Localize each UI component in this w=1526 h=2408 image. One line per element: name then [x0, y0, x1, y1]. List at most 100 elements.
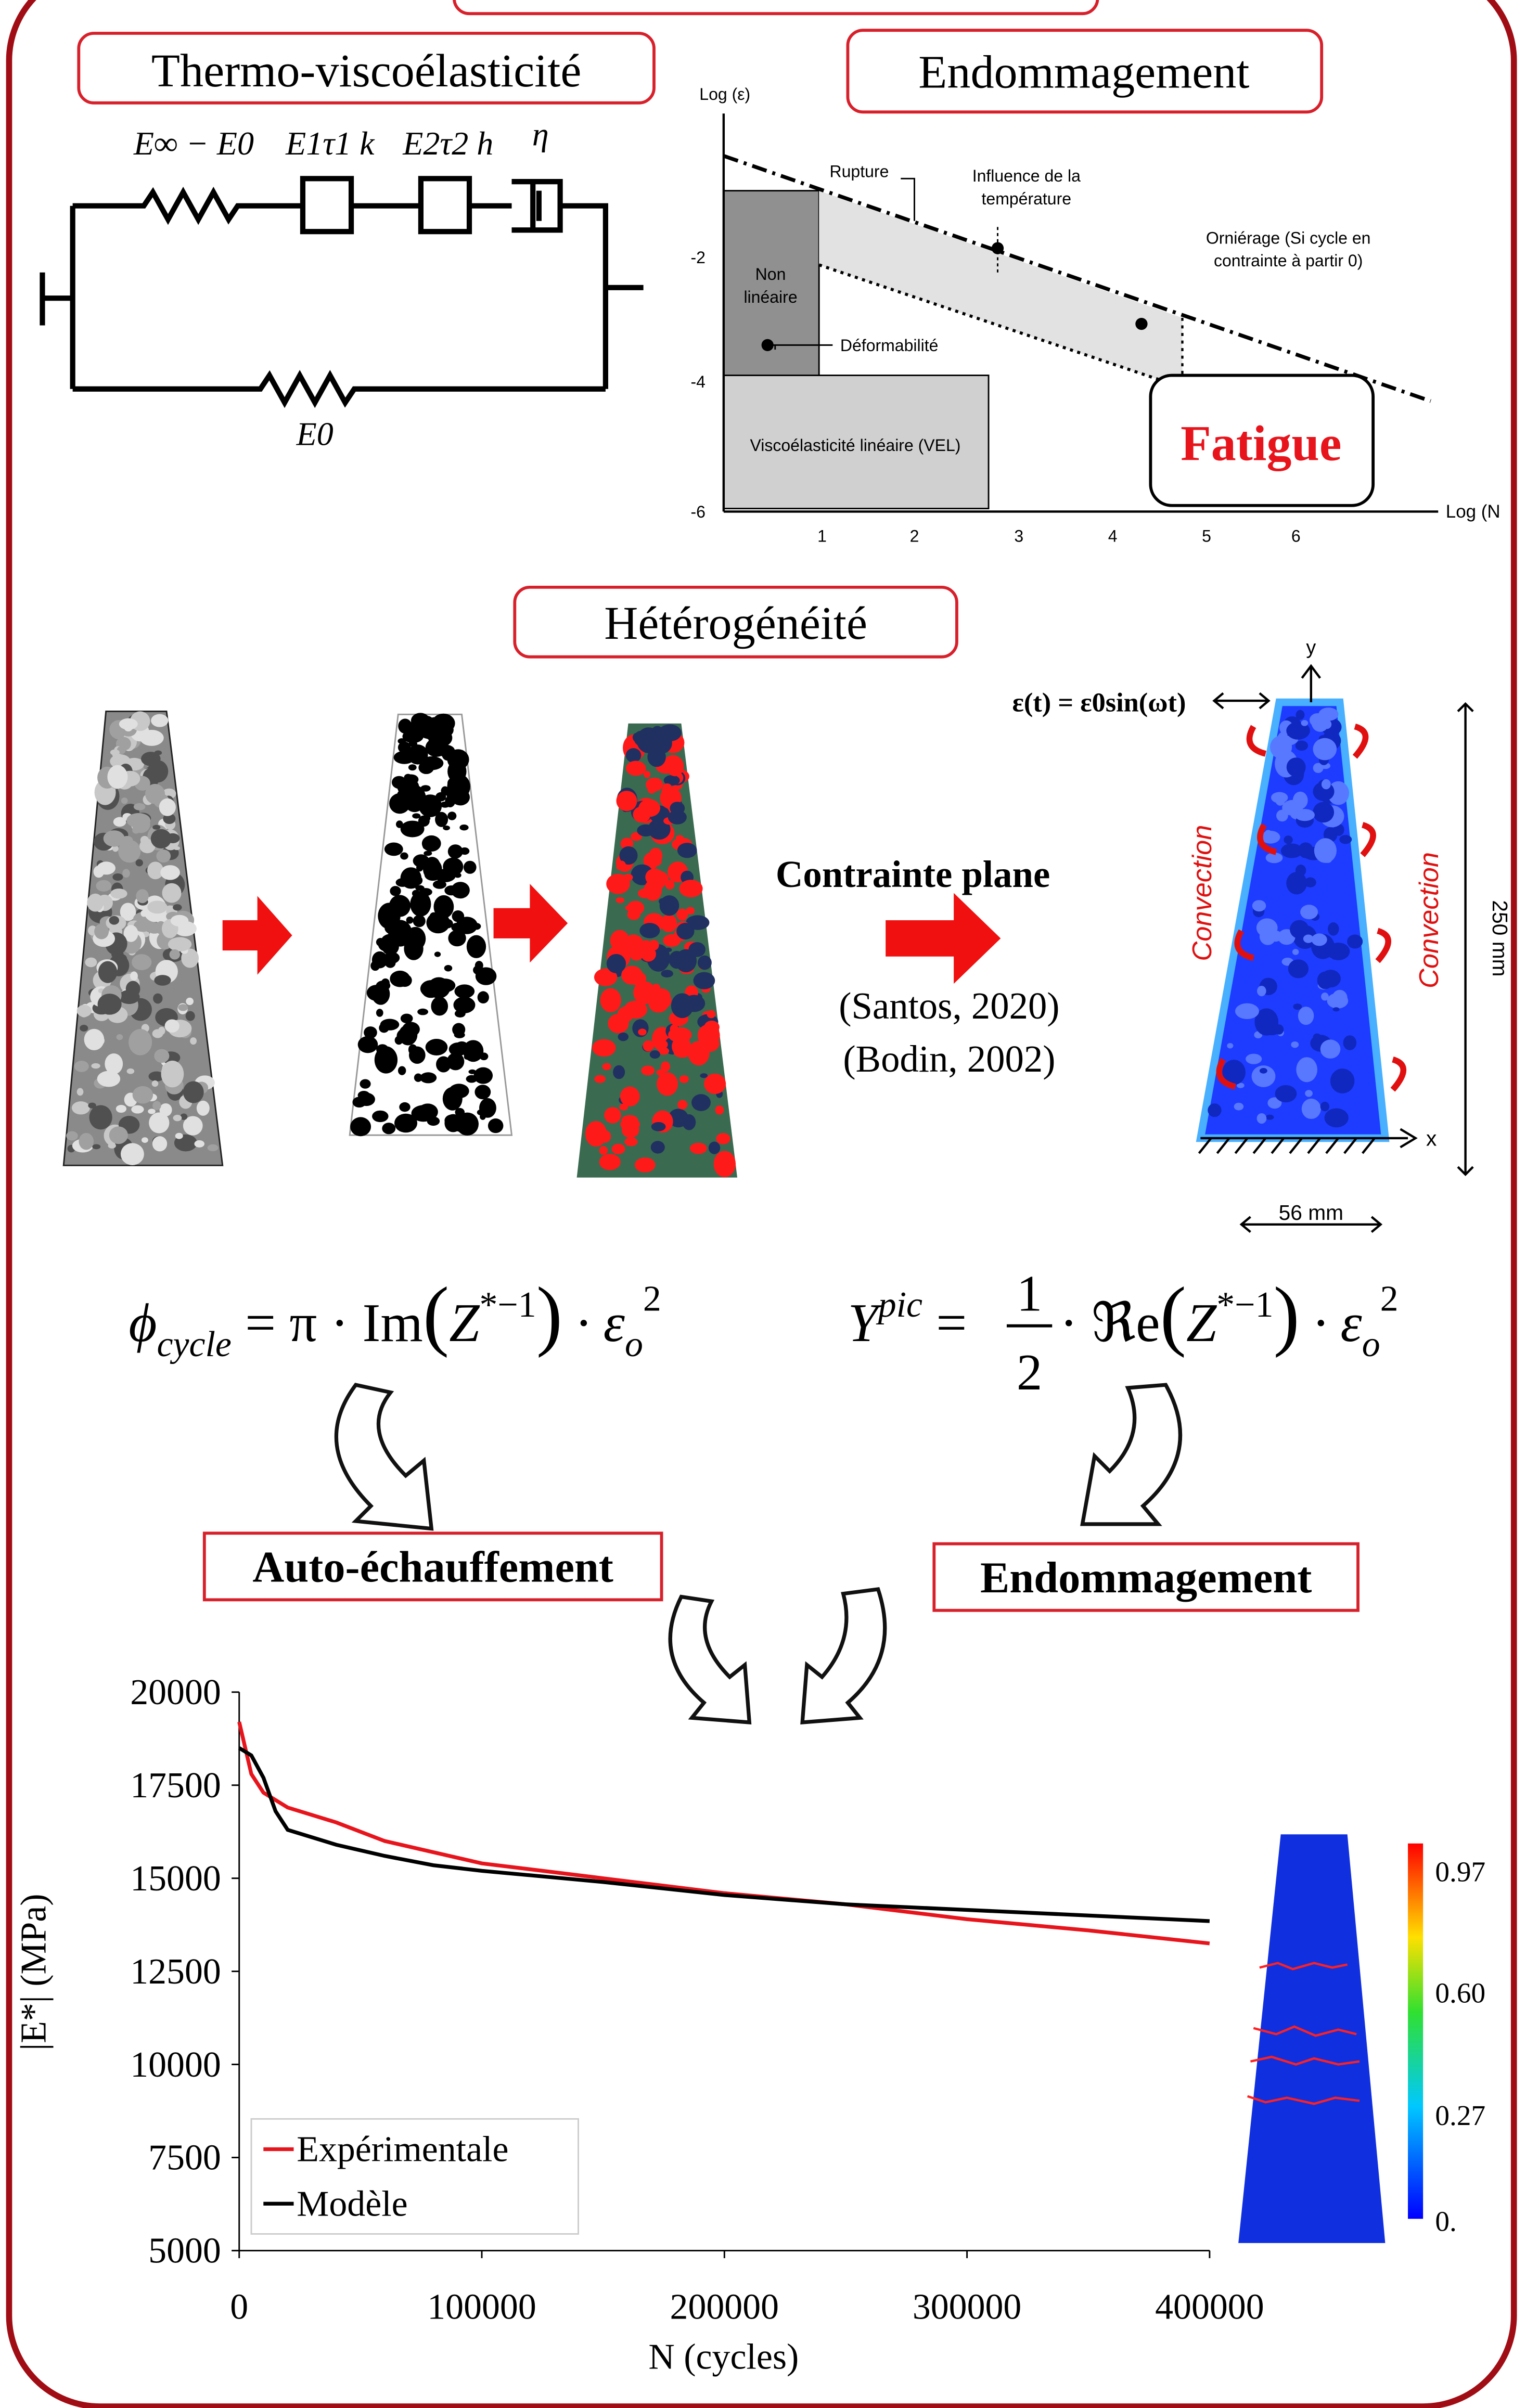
- top-banner: [454, 0, 1098, 14]
- aggregate: [151, 714, 168, 727]
- aggregate: [96, 880, 111, 892]
- aggregate: [611, 1143, 625, 1154]
- aggregate: [175, 1133, 183, 1139]
- annotation: contrainte à partir 0): [1214, 251, 1363, 270]
- aggregate: [1313, 1034, 1322, 1041]
- aggregate: [152, 1101, 161, 1110]
- aggregate: [190, 1037, 197, 1045]
- aggregate: [186, 1011, 195, 1021]
- aggregate: [1227, 1043, 1233, 1048]
- eq-part: 1: [1017, 1266, 1042, 1322]
- aggregate: [1265, 1115, 1274, 1120]
- aggregate: [147, 900, 167, 913]
- aggregate: [455, 1108, 465, 1116]
- aggregate: [109, 916, 120, 925]
- aggregate: [1291, 1041, 1299, 1048]
- aggregate: [358, 1092, 375, 1106]
- aggregate: [443, 826, 450, 830]
- aggregate: [454, 984, 475, 998]
- damage-field: [1238, 1834, 1385, 2243]
- aggregate: [87, 894, 104, 912]
- aggregate: [402, 1115, 409, 1119]
- aggregate: [663, 934, 681, 947]
- aggregate: [434, 869, 456, 882]
- aggregate: [649, 940, 659, 950]
- aggregate: [121, 797, 128, 804]
- eq-part: 2: [643, 1279, 661, 1319]
- reference: (Santos, 2020): [839, 985, 1059, 1027]
- aggregate: [360, 1079, 370, 1088]
- aggregate: [1288, 959, 1309, 978]
- aggregate: [72, 1101, 90, 1114]
- aggregate: [472, 923, 481, 930]
- aggregate: [426, 1039, 448, 1055]
- aggregate: [1296, 741, 1308, 751]
- aggregate: [1313, 802, 1334, 823]
- axis-label: y: [1306, 637, 1316, 659]
- aggregate: [452, 1117, 471, 1132]
- aggregate: [367, 985, 386, 1001]
- eq-part: *−1: [1216, 1285, 1273, 1325]
- aggregate: [714, 1151, 736, 1177]
- aggregate: [162, 883, 182, 903]
- aggregate: [476, 967, 497, 985]
- aggregate: [1292, 949, 1299, 955]
- aggregate: [208, 1144, 219, 1151]
- aggregate: [127, 1068, 135, 1074]
- section-title: Hétérogénéité: [604, 597, 867, 649]
- aggregate: [1320, 1102, 1329, 1111]
- aggregate: [154, 975, 171, 986]
- aggregate: [675, 949, 697, 973]
- aggregate: [1328, 922, 1339, 936]
- annotation: linéaire: [743, 288, 797, 306]
- aggregate: [84, 1029, 105, 1050]
- annotation: Non: [755, 265, 786, 284]
- tick-label: -2: [690, 248, 705, 267]
- eq-part: · ℜe: [1060, 1293, 1160, 1353]
- aggregate: [159, 1103, 172, 1116]
- aggregate: [407, 744, 428, 764]
- aggregate: [467, 935, 486, 958]
- aggregate: [1300, 905, 1318, 919]
- series-line: [239, 1748, 1210, 1921]
- aggregate: [1301, 720, 1308, 726]
- aggregate: [650, 1050, 660, 1059]
- section-title: Endommagement: [918, 46, 1249, 98]
- aggregate: [643, 1040, 654, 1052]
- aggregate: [399, 1102, 410, 1112]
- aggregate: [110, 888, 127, 898]
- tick-label: 2: [910, 527, 919, 546]
- aggregate: [668, 810, 687, 824]
- eq-part: o: [1362, 1324, 1380, 1364]
- aggregate: [107, 765, 127, 789]
- aggregate: [139, 784, 147, 790]
- aggregate: [459, 825, 468, 830]
- aggregate: [420, 1072, 437, 1083]
- method-label: Contrainte plane: [776, 853, 1050, 895]
- aggregate: [1284, 835, 1292, 844]
- aggregate: [94, 924, 109, 939]
- dimension: 56 mm: [1279, 1201, 1343, 1225]
- reference: (Bodin, 2002): [843, 1038, 1055, 1080]
- aggregate: [1293, 792, 1308, 809]
- aggregate: [431, 997, 448, 1016]
- tick-label: 6: [1291, 527, 1301, 546]
- aggregate: [444, 965, 453, 972]
- aggregate: [700, 1073, 708, 1078]
- eq-part: o: [625, 1324, 643, 1364]
- aggregate: [1295, 809, 1315, 821]
- aggregate: [660, 895, 679, 916]
- aggregate: [1296, 1057, 1317, 1082]
- aggregate: [668, 1027, 691, 1043]
- aggregate: [645, 869, 664, 886]
- output-label: Auto-échauffement: [252, 1543, 613, 1591]
- aggregate: [74, 1061, 89, 1072]
- aggregate: [152, 825, 160, 830]
- legend-label: Modèle: [297, 2184, 407, 2224]
- aggregate: [661, 970, 673, 977]
- aggregate: [1333, 1007, 1340, 1011]
- aggregate: [650, 732, 672, 754]
- param-label: E1τ1 k: [285, 125, 375, 162]
- aggregate: [116, 1105, 126, 1113]
- aggregate: [626, 748, 642, 763]
